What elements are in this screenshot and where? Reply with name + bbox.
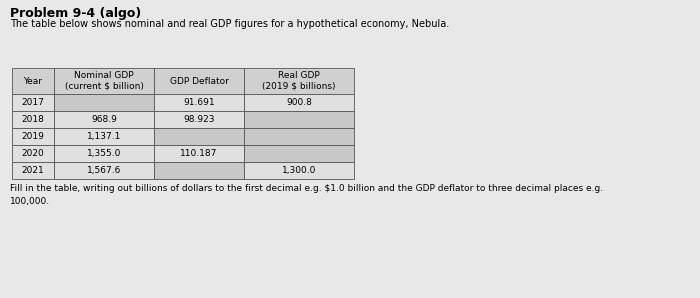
Text: Nominal GDP
(current $ billion): Nominal GDP (current $ billion) xyxy=(64,71,144,91)
Text: 2019: 2019 xyxy=(22,132,44,141)
Bar xyxy=(244,162,354,179)
Bar xyxy=(244,94,354,111)
Text: The table below shows nominal and real GDP figures for a hypothetical economy, N: The table below shows nominal and real G… xyxy=(10,19,449,29)
Text: 110.187: 110.187 xyxy=(181,149,218,158)
Bar xyxy=(12,94,54,111)
Text: 98.923: 98.923 xyxy=(183,115,215,124)
Text: 1,300.0: 1,300.0 xyxy=(282,166,316,175)
Bar xyxy=(12,111,54,128)
Text: 1,567.6: 1,567.6 xyxy=(87,166,121,175)
Text: Year: Year xyxy=(24,77,43,86)
Bar xyxy=(54,162,154,179)
Bar xyxy=(12,128,54,145)
Text: GDP Deflator: GDP Deflator xyxy=(169,77,228,86)
Bar xyxy=(154,111,244,128)
Bar xyxy=(154,128,244,145)
Text: Real GDP
(2019 $ billions): Real GDP (2019 $ billions) xyxy=(262,71,336,91)
Text: 2020: 2020 xyxy=(22,149,44,158)
Bar xyxy=(54,68,154,94)
Text: 1,137.1: 1,137.1 xyxy=(87,132,121,141)
Text: 968.9: 968.9 xyxy=(91,115,117,124)
Bar xyxy=(154,94,244,111)
Text: 91.691: 91.691 xyxy=(183,98,215,107)
Bar xyxy=(244,128,354,145)
Bar xyxy=(244,145,354,162)
Text: 900.8: 900.8 xyxy=(286,98,312,107)
Bar xyxy=(244,68,354,94)
Bar xyxy=(54,94,154,111)
Bar xyxy=(154,68,244,94)
Text: 2017: 2017 xyxy=(22,98,44,107)
Text: Fill in the table, writing out billions of dollars to the first decimal e.g. $1.: Fill in the table, writing out billions … xyxy=(10,184,603,206)
Bar xyxy=(244,111,354,128)
Bar xyxy=(12,68,54,94)
Bar xyxy=(12,162,54,179)
Text: 1,355.0: 1,355.0 xyxy=(87,149,121,158)
Bar xyxy=(154,162,244,179)
Bar xyxy=(54,128,154,145)
Text: 2018: 2018 xyxy=(22,115,44,124)
Bar xyxy=(54,145,154,162)
Text: Problem 9-4 (algo): Problem 9-4 (algo) xyxy=(10,7,141,20)
Bar xyxy=(54,111,154,128)
Text: 2021: 2021 xyxy=(22,166,44,175)
Bar xyxy=(154,145,244,162)
Bar xyxy=(12,145,54,162)
